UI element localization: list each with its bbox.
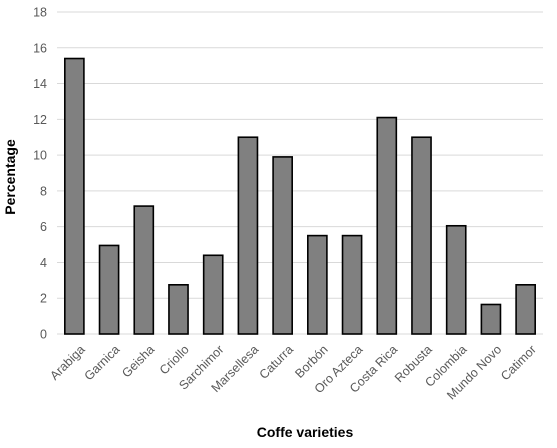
bar xyxy=(237,136,259,335)
x-category-label: Catimor xyxy=(498,342,539,383)
y-tick-label: 2 xyxy=(40,292,47,306)
bar xyxy=(98,244,120,335)
x-category-label: Geisha xyxy=(119,342,157,380)
bar xyxy=(202,254,224,335)
x-category-label: Caturra xyxy=(257,342,296,381)
bars xyxy=(64,57,536,335)
y-tick-label: 4 xyxy=(40,256,47,270)
x-category-label: Garnica xyxy=(82,342,123,383)
bar xyxy=(64,57,85,335)
y-tick-label: 14 xyxy=(33,77,47,91)
bar xyxy=(307,234,328,335)
y-axis-title: Percentage xyxy=(2,139,18,215)
y-tick-label: 10 xyxy=(33,149,47,163)
bar xyxy=(411,136,432,335)
y-tick-labels: 0 2 4 6 8 10 12 14 16 18 xyxy=(33,6,47,342)
bar xyxy=(133,205,155,335)
gridlines xyxy=(57,11,543,335)
bar xyxy=(515,284,536,335)
bar xyxy=(341,234,363,335)
y-tick-label: 6 xyxy=(40,220,47,234)
bar xyxy=(445,224,467,335)
bar xyxy=(480,303,502,335)
x-axis-title: Coffe varieties xyxy=(257,424,354,440)
y-tick-label: 16 xyxy=(33,41,47,55)
y-tick-label: 0 xyxy=(40,328,47,342)
bar xyxy=(272,156,293,335)
bar xyxy=(376,116,398,335)
y-tick-label: 8 xyxy=(40,184,47,198)
bar xyxy=(168,284,189,335)
x-category-label: Arabiga xyxy=(47,342,87,382)
y-tick-label: 18 xyxy=(33,6,47,20)
y-tick-label: 12 xyxy=(33,113,47,127)
